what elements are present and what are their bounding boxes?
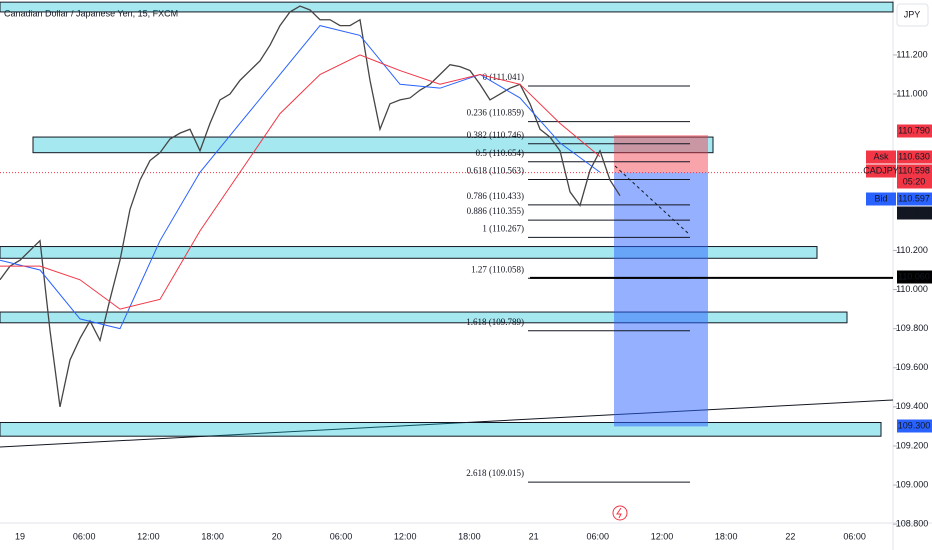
fib-label: 0.236 (110.859) — [467, 108, 524, 118]
fib-label: 0.786 (110.433) — [467, 191, 524, 201]
zone — [0, 246, 818, 259]
y-tick-label: 109.000 — [896, 479, 929, 489]
fib-label: 0.382 (110.746) — [467, 130, 524, 140]
fib-label: 2.618 (109.015) — [466, 468, 524, 478]
fib-label: 0.5 (110.654) — [476, 148, 524, 158]
x-tick-label: 12:00 — [137, 531, 160, 541]
y-tick-label: 110.000 — [896, 284, 928, 294]
price-tag-label: 110.540 — [898, 207, 930, 217]
chart-title: Canadian Dollar / Japanese Yen, 15, FXCM — [4, 8, 178, 18]
price-tag — [897, 270, 932, 284]
fib-label: 0.618 (110.563) — [467, 166, 524, 176]
y-tick-label: 111.000 — [896, 88, 927, 98]
price-tag — [897, 124, 932, 138]
currency-button[interactable] — [896, 3, 929, 27]
x-tick-label: 06:00 — [73, 531, 96, 541]
price-line — [0, 5, 621, 408]
y-tick-label: 109.600 — [896, 362, 929, 372]
price-tag-label: 110.630 — [898, 151, 930, 161]
zone — [0, 311, 848, 324]
x-tick-label: 18:00 — [458, 531, 481, 541]
x-tick-label: 06:00 — [330, 531, 353, 541]
price-tag-time: 05:20 — [903, 176, 926, 186]
moving-average — [0, 54, 601, 310]
x-tick-label: 12:00 — [651, 531, 674, 541]
price-tag-name-box — [866, 192, 896, 206]
price-tag — [897, 192, 932, 206]
event-icon[interactable] — [612, 505, 628, 521]
moving-average — [0, 25, 601, 330]
y-tick-label: 109.400 — [896, 401, 929, 411]
price-tag — [897, 164, 932, 189]
price-tag-label: 110.597 — [898, 193, 930, 203]
price-tag — [897, 206, 932, 220]
fib-label: 0.886 (110.355) — [467, 206, 524, 216]
price-tag-label: 110.060 — [898, 271, 930, 281]
price-tag-name: Bid — [874, 193, 887, 203]
fib-label: 1 (110.267) — [482, 223, 524, 233]
zone — [0, 1, 894, 13]
fib-label: 1.27 (110.058) — [471, 264, 524, 274]
price-tag-name-box — [866, 150, 896, 164]
zone — [0, 422, 882, 437]
x-tick-label: 20 — [272, 531, 282, 541]
x-tick-label: 22 — [785, 531, 795, 541]
projection — [614, 165, 691, 236]
y-tick-label: 109.200 — [896, 440, 929, 450]
fib-label: 0 (111.041) — [483, 72, 524, 82]
y-tick-label: 111.200 — [896, 49, 927, 59]
x-tick-label: 12:00 — [394, 531, 417, 541]
price-tag-name: CADJPY — [863, 165, 899, 175]
x-tick-label: 19 — [15, 531, 25, 541]
x-tick-label: 18:00 — [201, 531, 224, 541]
x-tick-label: 06:00 — [587, 531, 610, 541]
y-tick-label: 108.800 — [896, 519, 929, 529]
y-tick-label: 109.800 — [896, 323, 929, 333]
trend-line — [0, 399, 894, 448]
x-tick-label: 06:00 — [843, 531, 866, 541]
event-icon-bolt — [616, 507, 622, 519]
price-tag — [897, 419, 932, 433]
y-tick-label: 110.200 — [896, 245, 928, 255]
zone — [32, 136, 714, 154]
price-tag-label: 110.598 — [898, 165, 930, 175]
price-tag-label: 109.300 — [898, 420, 931, 430]
stop-zone — [614, 135, 708, 173]
x-tick-label: 18:00 — [715, 531, 738, 541]
target-zone — [614, 172, 708, 427]
price-tag-name-box — [866, 164, 896, 178]
fib-label: 1.618 (109.789) — [466, 317, 524, 327]
currency-label: JPY — [904, 9, 921, 19]
price-tag-name: Ask — [873, 151, 889, 161]
price-tag-label: 110.790 — [898, 125, 930, 135]
price-tag — [897, 150, 932, 164]
x-tick-label: 21 — [529, 531, 539, 541]
